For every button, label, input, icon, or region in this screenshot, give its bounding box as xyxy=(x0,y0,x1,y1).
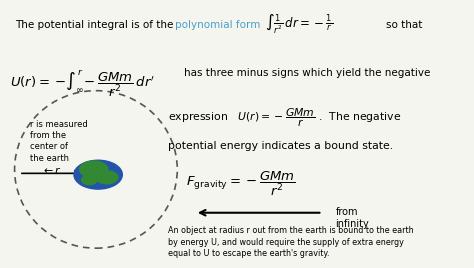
Text: $U(r) = -\!\int_{\infty}^{r}\!-\dfrac{GMm}{r^2}\,dr^{\prime}$: $U(r) = -\!\int_{\infty}^{r}\!-\dfrac{GM… xyxy=(10,68,155,99)
Circle shape xyxy=(80,161,108,178)
Text: expression   $U(r) = -\dfrac{GMm}{r}$ .  The negative: expression $U(r) = -\dfrac{GMm}{r}$ . Th… xyxy=(168,106,402,129)
Text: has three minus signs which yield the negative: has three minus signs which yield the ne… xyxy=(184,68,430,78)
Text: An object at radius r out from the earth is bound to the earth
by energy U, and : An object at radius r out from the earth… xyxy=(168,226,414,258)
Circle shape xyxy=(74,160,122,189)
Text: $\leftarrow r$: $\leftarrow r$ xyxy=(41,165,62,177)
Text: polynomial form: polynomial form xyxy=(175,20,261,30)
Circle shape xyxy=(96,171,118,184)
Text: $\int \frac{1}{r^2}\,dr = -\frac{1}{r}$: $\int \frac{1}{r^2}\,dr = -\frac{1}{r}$ xyxy=(265,13,333,36)
Text: The potential integral is of the: The potential integral is of the xyxy=(15,20,176,30)
Text: r is measured
from the
center of
the earth: r is measured from the center of the ear… xyxy=(30,120,88,163)
Text: so that: so that xyxy=(386,20,422,30)
Text: $F_{\mathrm{gravity}} = -\dfrac{GMm}{r^2}$: $F_{\mathrm{gravity}} = -\dfrac{GMm}{r^2… xyxy=(186,169,296,198)
Text: potential energy indicates a bound state.: potential energy indicates a bound state… xyxy=(168,140,393,151)
Text: from
infinity: from infinity xyxy=(336,207,369,229)
Circle shape xyxy=(82,175,97,185)
